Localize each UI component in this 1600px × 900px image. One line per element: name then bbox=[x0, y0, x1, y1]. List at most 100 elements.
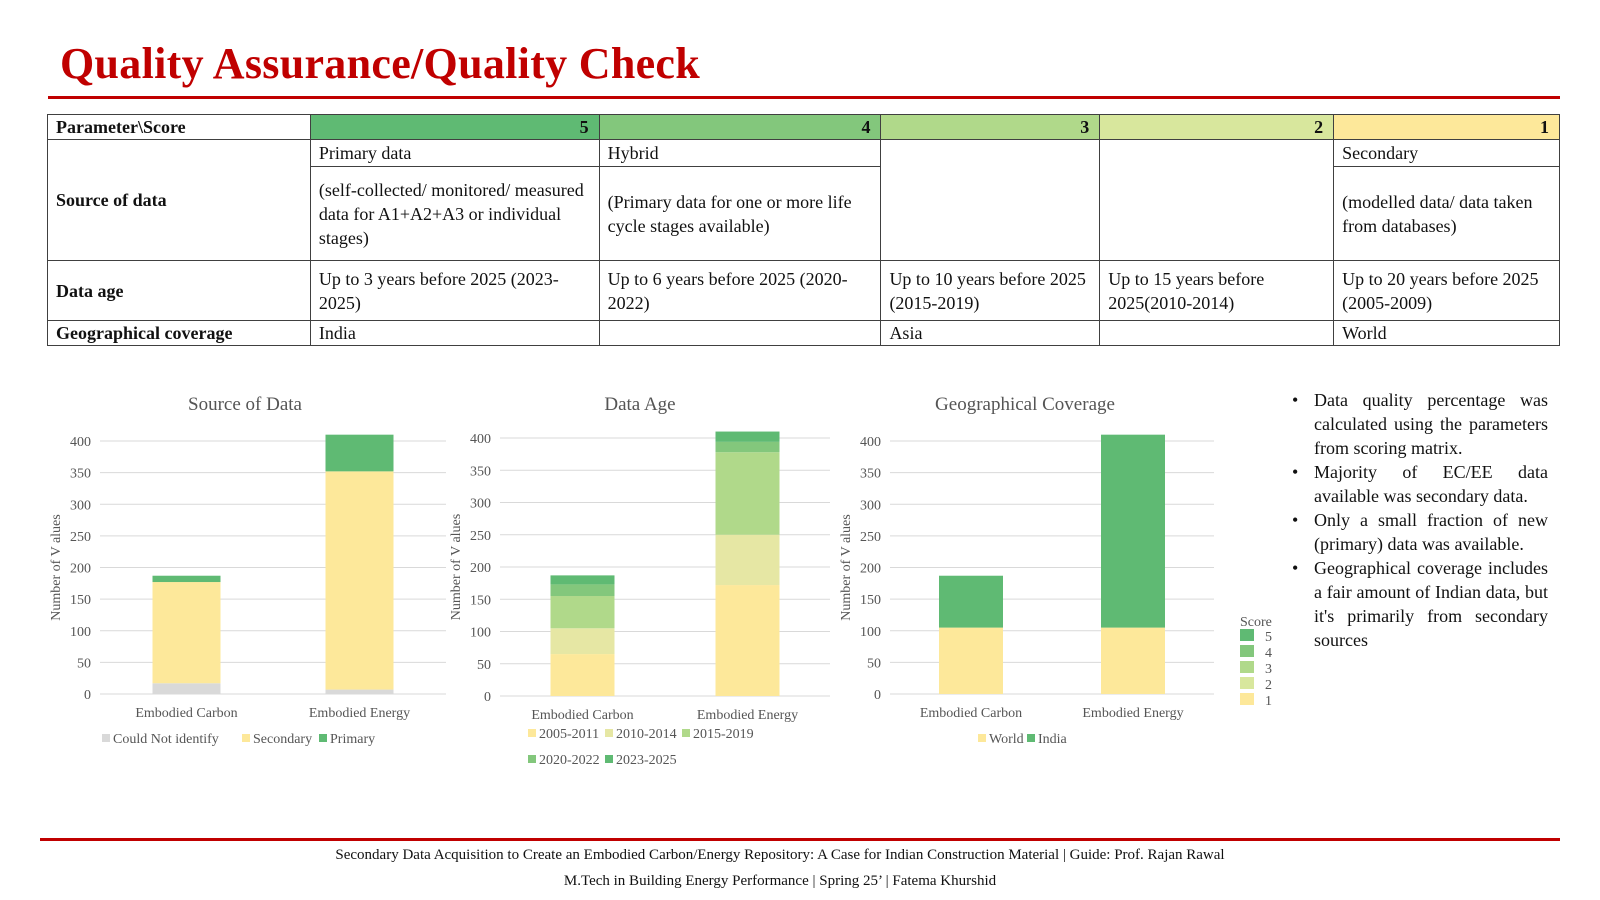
y-tick-label: 0 bbox=[484, 690, 491, 705]
title-divider bbox=[48, 96, 1560, 99]
bar-segment bbox=[152, 575, 221, 583]
source-score-2-cell bbox=[1099, 139, 1335, 261]
bar-segment bbox=[550, 575, 615, 585]
source-of-data-label: Source of data bbox=[47, 139, 311, 261]
y-tick-label: 100 bbox=[70, 625, 91, 640]
y-tick-label: 150 bbox=[860, 593, 881, 608]
bar-segment bbox=[715, 585, 780, 696]
geo-score-5: India bbox=[309, 320, 600, 346]
source-score-1-title: Secondary bbox=[1333, 139, 1560, 167]
y-tick-label: 50 bbox=[77, 656, 91, 671]
bar-segment bbox=[325, 434, 394, 472]
y-tick-label: 250 bbox=[470, 529, 491, 544]
legend-swatch bbox=[978, 734, 986, 742]
x-tick-label: Embodied Carbon bbox=[920, 706, 1022, 721]
score-5-header: 5 bbox=[309, 114, 600, 140]
note-item: Majority of EC/EE data available was sec… bbox=[1290, 460, 1548, 508]
legend-swatch bbox=[528, 729, 536, 737]
y-tick-label: 150 bbox=[70, 593, 91, 608]
score-2-header: 2 bbox=[1099, 114, 1335, 140]
score-legend-title: Score bbox=[1240, 615, 1272, 630]
age-score-1: Up to 20 years before 2025 (2005-2009) bbox=[1333, 260, 1560, 321]
score-legend-swatch bbox=[1240, 661, 1254, 673]
age-score-3: Up to 10 years before 2025 (2015-2019) bbox=[880, 260, 1101, 321]
legend-swatch bbox=[319, 734, 327, 742]
geographical-coverage-row: Geographical coverage India Asia World bbox=[47, 320, 1560, 346]
age-score-4: Up to 6 years before 2025 (2020-2022) bbox=[598, 260, 882, 321]
y-tick-label: 150 bbox=[470, 593, 491, 608]
score-1-header: 1 bbox=[1333, 114, 1560, 140]
legend-label: 2010-2014 bbox=[616, 727, 677, 742]
geo-score-1: World bbox=[1333, 320, 1560, 346]
age-score-2: Up to 15 years before 2025(2010-2014) bbox=[1099, 260, 1335, 321]
source-score-5-desc: (self-collected/ monitored/ measured dat… bbox=[309, 166, 600, 261]
y-tick-label: 250 bbox=[70, 530, 91, 545]
legend-label: Could Not identify bbox=[113, 732, 219, 747]
bar-segment bbox=[325, 471, 394, 690]
score-legend-swatch bbox=[1240, 645, 1254, 657]
y-axis-label: Number of V alues bbox=[839, 514, 854, 620]
chart-title: Geographical Coverage bbox=[935, 394, 1115, 415]
y-axis-label: Number of V alues bbox=[449, 514, 464, 620]
score-legend-label: 4 bbox=[1265, 646, 1272, 661]
geo-score-4 bbox=[598, 320, 882, 346]
bar-segment bbox=[152, 582, 221, 684]
y-tick-label: 300 bbox=[70, 498, 91, 513]
bar-segment bbox=[152, 683, 221, 694]
y-tick-label: 100 bbox=[860, 625, 881, 640]
charts-area: Source of Data050100150200250300350400Nu… bbox=[49, 394, 1272, 768]
y-axis-label: Number of V alues bbox=[49, 514, 64, 620]
legend-swatch bbox=[102, 734, 110, 742]
y-tick-label: 100 bbox=[470, 626, 491, 641]
y-tick-label: 200 bbox=[70, 562, 91, 577]
legend-label: India bbox=[1038, 732, 1068, 747]
y-tick-label: 350 bbox=[470, 464, 491, 479]
source-score-5-title: Primary data bbox=[309, 139, 600, 167]
x-tick-label: Embodied Energy bbox=[1082, 706, 1183, 721]
y-tick-label: 300 bbox=[860, 498, 881, 513]
age-score-5: Up to 3 years before 2025 (2023-2025) bbox=[309, 260, 600, 321]
legend-label: 2005-2011 bbox=[539, 727, 599, 742]
score-legend-swatch bbox=[1240, 693, 1254, 705]
geo-score-3: Asia bbox=[880, 320, 1101, 346]
data-age-label: Data age bbox=[47, 260, 311, 321]
x-tick-label: Embodied Carbon bbox=[531, 708, 633, 723]
y-tick-label: 350 bbox=[70, 467, 91, 482]
y-tick-label: 300 bbox=[470, 497, 491, 512]
legend-swatch bbox=[1027, 734, 1035, 742]
y-tick-label: 0 bbox=[874, 688, 881, 703]
legend-label: 2015-2019 bbox=[693, 727, 754, 742]
y-tick-label: 400 bbox=[470, 432, 491, 447]
bar-segment bbox=[939, 575, 1003, 628]
legend-label: 2020-2022 bbox=[539, 753, 600, 768]
score-legend-label: 5 bbox=[1265, 630, 1272, 645]
scoring-matrix-table: Parameter\Score 5 4 3 2 1 Source of data… bbox=[47, 114, 1560, 346]
x-tick-label: Embodied Energy bbox=[309, 706, 410, 721]
notes-list: Data quality percentage was calculated u… bbox=[1290, 388, 1548, 652]
legend-label: Secondary bbox=[253, 732, 312, 747]
bar-segment bbox=[715, 452, 780, 535]
bar-segment bbox=[550, 596, 615, 629]
page-title: Quality Assurance/Quality Check bbox=[60, 39, 701, 88]
footer-line-1: Secondary Data Acquisition to Create an … bbox=[335, 847, 1225, 863]
matrix-corner-cell: Parameter\Score bbox=[47, 114, 311, 140]
bar-segment bbox=[1101, 434, 1165, 628]
y-tick-label: 50 bbox=[867, 656, 881, 671]
geographical-coverage-label: Geographical coverage bbox=[47, 320, 311, 346]
geo-score-2 bbox=[1099, 320, 1335, 346]
y-tick-label: 200 bbox=[860, 562, 881, 577]
bar-segment bbox=[1101, 627, 1165, 694]
source-score-4-desc: (Primary data for one or more life cycle… bbox=[598, 166, 882, 261]
legend-label: 2023-2025 bbox=[616, 753, 677, 768]
score-legend-label: 2 bbox=[1265, 678, 1272, 693]
x-tick-label: Embodied Carbon bbox=[135, 706, 237, 721]
score-legend-swatch bbox=[1240, 629, 1254, 641]
score-legend-label: 1 bbox=[1265, 694, 1272, 709]
note-item: Geographical coverage includes a fair am… bbox=[1290, 556, 1548, 652]
source-score-3-cell bbox=[880, 139, 1101, 261]
bar-segment bbox=[325, 689, 394, 694]
source-row-descriptions: (self-collected/ monitored/ measured dat… bbox=[48, 166, 1560, 261]
score-legend-label: 3 bbox=[1265, 662, 1272, 677]
note-item: Only a small fraction of new (primary) d… bbox=[1290, 508, 1548, 556]
source-score-4-title: Hybrid bbox=[598, 139, 882, 167]
